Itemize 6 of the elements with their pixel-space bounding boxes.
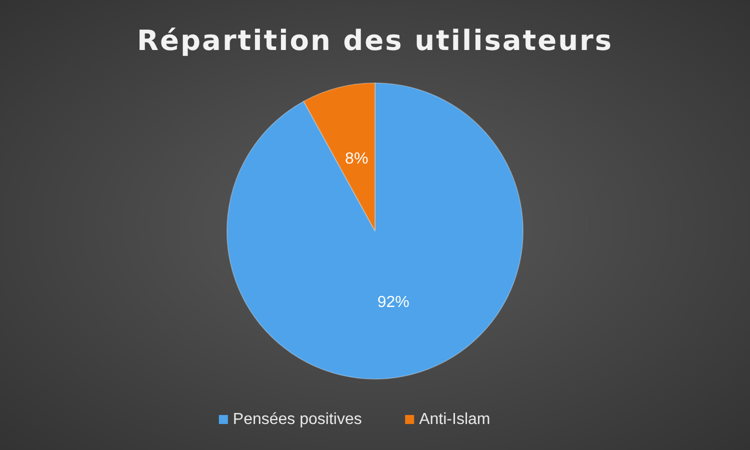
- pie-slice: [226, 82, 524, 380]
- legend-label: Anti-Islam: [419, 411, 490, 428]
- data-label: 92%: [377, 294, 410, 311]
- chart-title: Répartition des utilisateurs: [136, 24, 614, 57]
- slice-label: Pensées positives: [232, 411, 362, 428]
- data-label: 8%: [345, 150, 368, 168]
